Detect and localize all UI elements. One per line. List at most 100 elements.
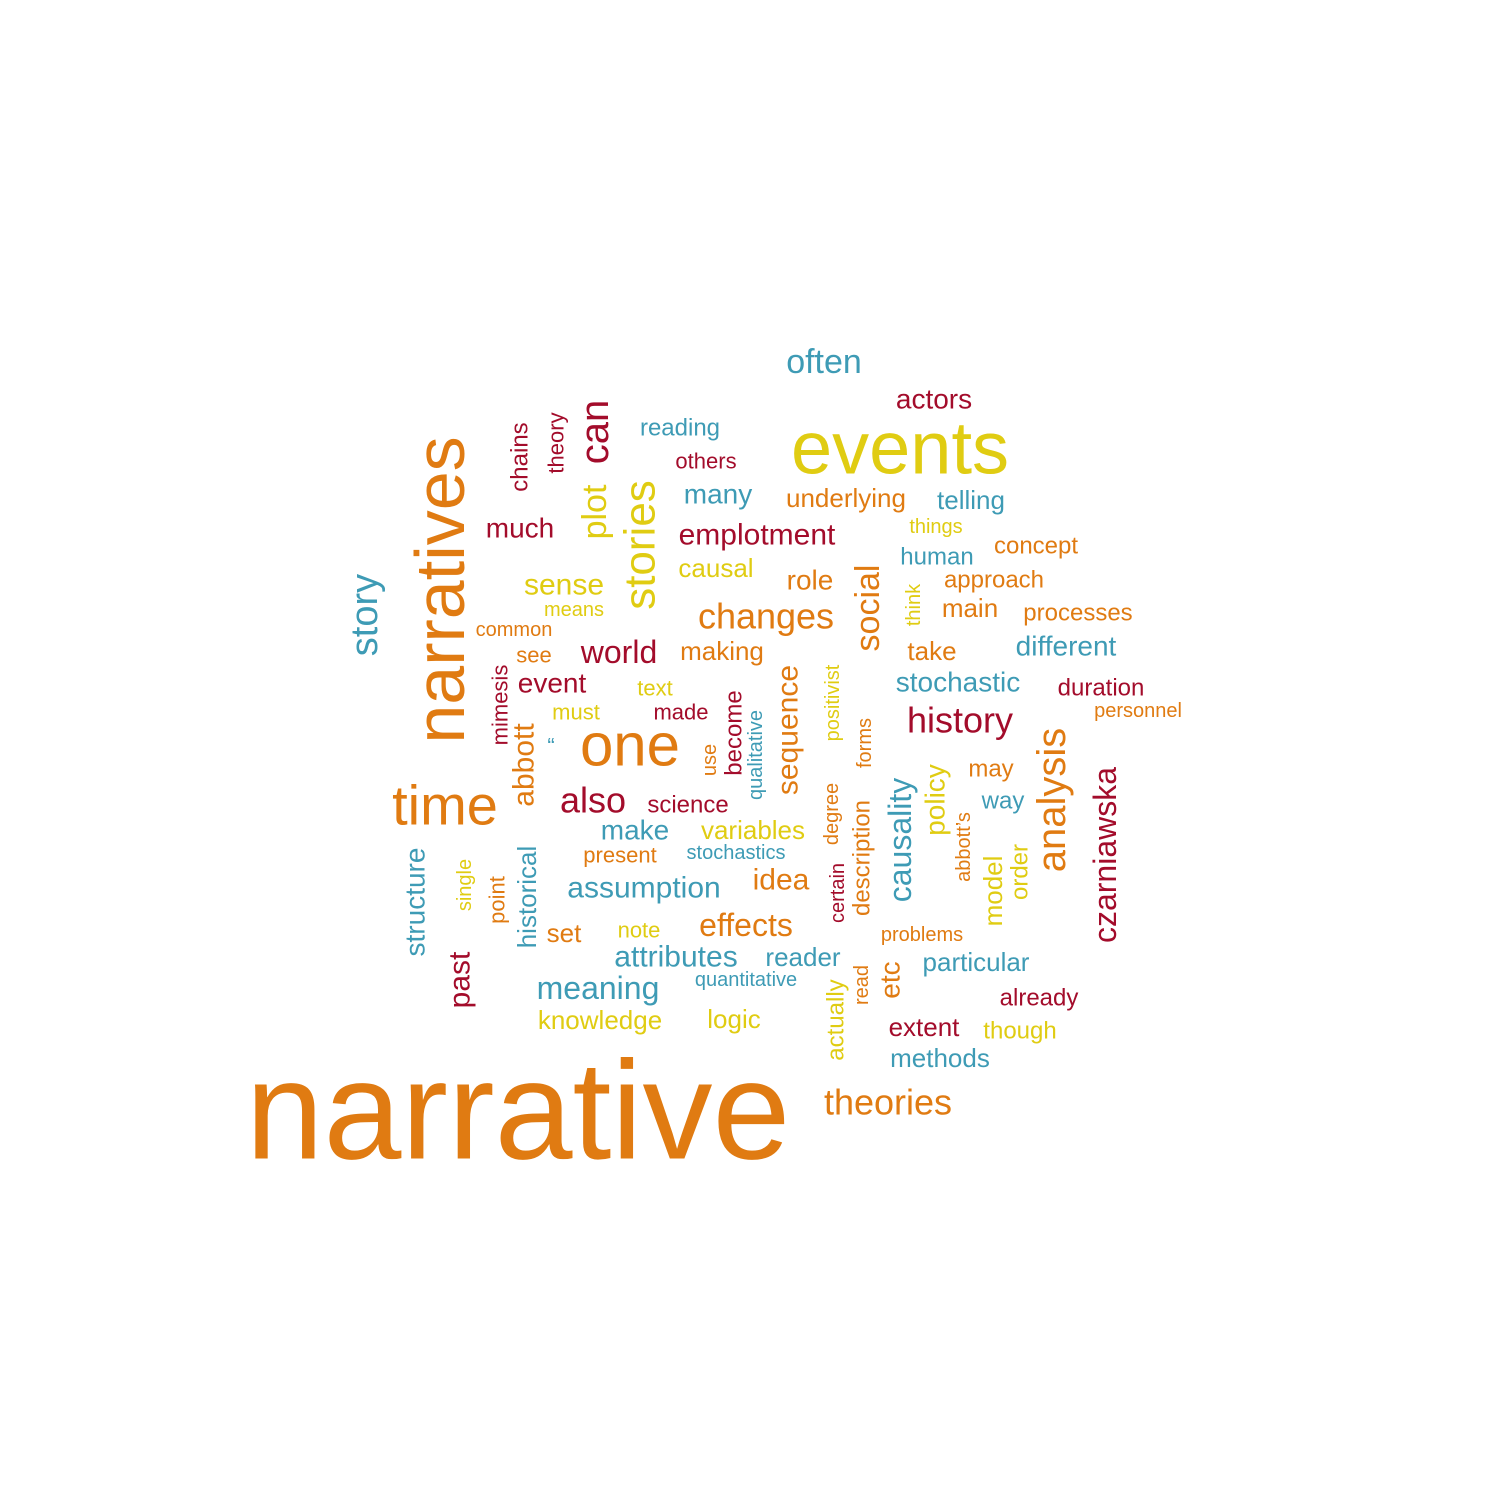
- cloud-word: much: [486, 513, 554, 544]
- cloud-word: theories: [824, 1082, 952, 1123]
- cloud-word: methods: [890, 1043, 990, 1073]
- cloud-word: made: [653, 700, 708, 725]
- cloud-word: quantitative: [695, 969, 797, 991]
- cloud-word: text: [637, 676, 672, 701]
- cloud-word: idea: [753, 864, 810, 897]
- cloud-word: sequence: [772, 665, 805, 795]
- cloud-word: make: [601, 815, 669, 846]
- cloud-word: take: [907, 636, 956, 666]
- cloud-word: must: [552, 700, 600, 725]
- cloud-word: underlying: [786, 483, 906, 513]
- cloud-word: logic: [707, 1004, 760, 1034]
- cloud-word: become: [721, 690, 748, 775]
- cloud-word: making: [680, 636, 764, 666]
- cloud-word: common: [476, 619, 553, 641]
- cloud-word: often: [786, 343, 862, 381]
- cloud-word: though: [983, 1018, 1056, 1045]
- cloud-word: different: [1016, 631, 1117, 662]
- cloud-word: qualitative: [745, 710, 767, 800]
- cloud-word: personnel: [1094, 700, 1182, 722]
- cloud-word: czarniawska: [1087, 767, 1123, 943]
- cloud-word: stochastic: [896, 667, 1021, 698]
- cloud-word: can: [573, 400, 617, 465]
- cloud-word: note: [618, 918, 661, 943]
- cloud-word: time: [392, 774, 498, 837]
- cloud-word: knowledge: [538, 1005, 662, 1035]
- cloud-word: model: [978, 856, 1008, 927]
- cloud-word: event: [518, 668, 587, 699]
- cloud-word: sense: [524, 569, 604, 602]
- cloud-word: theory: [544, 412, 569, 473]
- cloud-word: story: [344, 574, 386, 656]
- cloud-word: stochastics: [687, 842, 786, 864]
- cloud-word: structure: [400, 848, 431, 957]
- cloud-word: etc: [875, 961, 906, 998]
- cloud-word: see: [516, 643, 551, 668]
- cloud-word: history: [907, 700, 1013, 741]
- cloud-word: read: [851, 965, 873, 1005]
- cloud-word: concept: [994, 533, 1078, 560]
- cloud-word: “: [547, 734, 554, 759]
- cloud-word: abbott’s: [953, 812, 975, 882]
- cloud-word: think: [903, 583, 925, 626]
- cloud-word: stories: [616, 480, 665, 610]
- cloud-word: actors: [896, 384, 972, 415]
- cloud-word: chains: [507, 422, 534, 491]
- cloud-word: point: [485, 876, 510, 924]
- cloud-word: effects: [699, 907, 793, 943]
- cloud-word: means: [544, 599, 604, 621]
- cloud-word: already: [1000, 985, 1079, 1012]
- cloud-word: abbott: [508, 723, 541, 807]
- cloud-word: extent: [889, 1012, 961, 1042]
- cloud-word: assumption: [567, 872, 720, 905]
- cloud-word: emplotment: [679, 519, 836, 552]
- cloud-word: present: [583, 843, 656, 868]
- cloud-word: historical: [512, 846, 542, 949]
- cloud-word: approach: [944, 567, 1044, 594]
- cloud-word: actually: [823, 979, 850, 1060]
- cloud-word: meaning: [537, 970, 660, 1006]
- cloud-word: mimesis: [488, 665, 513, 746]
- cloud-word: use: [699, 744, 721, 776]
- cloud-word: changes: [698, 596, 834, 637]
- cloud-word: telling: [937, 485, 1005, 515]
- cloud-word: reader: [765, 942, 840, 972]
- cloud-word: things: [909, 516, 962, 538]
- cloud-word: events: [791, 407, 1009, 490]
- cloud-word: world: [580, 634, 657, 670]
- cloud-word: main: [942, 593, 998, 623]
- cloud-word: description: [849, 800, 876, 916]
- cloud-word: variables: [701, 815, 805, 845]
- cloud-word: degree: [821, 783, 843, 845]
- cloud-word: duration: [1058, 675, 1145, 702]
- cloud-word: causality: [882, 778, 918, 903]
- cloud-word: social: [849, 565, 887, 652]
- cloud-word: many: [684, 479, 752, 510]
- cloud-word: particular: [923, 947, 1030, 977]
- cloud-word: role: [787, 565, 834, 596]
- cloud-word: others: [675, 449, 736, 474]
- cloud-word: forms: [854, 718, 876, 768]
- cloud-word: human: [900, 544, 973, 571]
- cloud-word: may: [968, 756, 1013, 783]
- cloud-word: processes: [1023, 600, 1132, 627]
- cloud-word: science: [647, 792, 728, 819]
- cloud-word: attributes: [614, 941, 737, 974]
- cloud-word: one: [580, 712, 680, 779]
- cloud-word: analysis: [1030, 728, 1074, 873]
- cloud-word: narratives: [401, 436, 479, 743]
- cloud-word: policy: [920, 764, 951, 836]
- cloud-word: problems: [881, 924, 963, 946]
- cloud-word: past: [444, 951, 477, 1008]
- cloud-word: causal: [678, 553, 753, 583]
- cloud-word: certain: [827, 863, 849, 923]
- cloud-word: reading: [640, 415, 720, 442]
- cloud-word: also: [560, 780, 626, 821]
- cloud-word: positivist: [822, 664, 844, 741]
- cloud-word: way: [981, 788, 1025, 815]
- cloud-word: set: [547, 918, 582, 948]
- cloud-word: order: [1007, 844, 1034, 900]
- cloud-word: single: [454, 859, 476, 911]
- cloud-word: plot: [576, 484, 614, 539]
